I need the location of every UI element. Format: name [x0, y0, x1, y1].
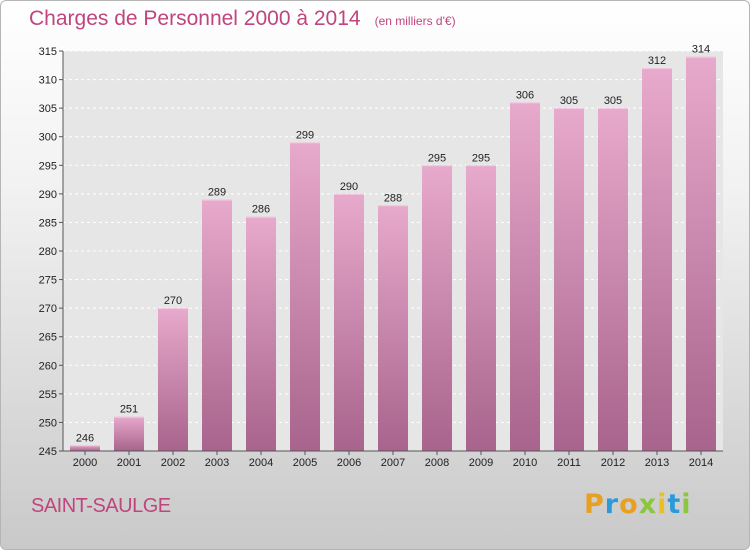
- x-tick-label: 2002: [161, 457, 185, 469]
- commune-name: SAINT-SAULGE: [31, 495, 171, 517]
- y-tick-label: 310: [39, 75, 57, 87]
- bar-value-label: 312: [648, 55, 666, 67]
- bar: [466, 165, 496, 452]
- x-tick-label: 2009: [469, 457, 493, 469]
- bar-value-label: 270: [164, 295, 182, 307]
- bar: [642, 68, 672, 452]
- logo-letter: i: [681, 489, 692, 520]
- bar-value-label: 295: [428, 152, 446, 164]
- bar-value-label: 314: [692, 44, 710, 56]
- x-tick-label: 2007: [381, 457, 405, 469]
- bar-value-label: 306: [516, 89, 534, 101]
- y-tick-label: 300: [39, 132, 57, 144]
- x-tick-label: 2012: [601, 457, 625, 469]
- x-tick-label: 2011: [557, 457, 581, 469]
- x-tick-label: 2010: [513, 457, 537, 469]
- logo-letter: i: [657, 489, 668, 520]
- y-tick-label: 260: [39, 360, 57, 372]
- bar: [158, 308, 188, 451]
- y-tick-label: 315: [39, 46, 57, 58]
- y-tick-label: 245: [39, 446, 57, 458]
- bar-value-label: 251: [120, 404, 138, 416]
- bar-value-label: 305: [604, 95, 622, 107]
- bar: [422, 165, 452, 452]
- logo-letter: P: [584, 489, 605, 520]
- bar-value-label: 286: [252, 204, 270, 216]
- y-tick-label: 290: [39, 189, 57, 201]
- bar-value-label: 305: [560, 95, 578, 107]
- y-tick-label: 295: [39, 160, 57, 172]
- bar-value-label: 289: [208, 187, 226, 199]
- chart-title-text: Charges de Personnel 2000 à 2014: [29, 7, 361, 30]
- bars: 246 251 270 289 286 299 290 288 295 295 306 305 305 3…: [70, 44, 716, 452]
- y-tick-label: 250: [39, 417, 57, 429]
- logo-letter: o: [619, 489, 639, 520]
- bar: [246, 216, 276, 451]
- bar: [378, 205, 408, 451]
- x-tick-label: 2004: [249, 457, 273, 469]
- chart-title: Charges de Personnel 2000 à 2014 (en mill…: [29, 7, 456, 31]
- bar: [554, 108, 584, 452]
- x-tick-label: 2006: [337, 457, 361, 469]
- bar: [686, 56, 716, 451]
- y-tick-label: 285: [39, 217, 57, 229]
- bar: [114, 416, 144, 451]
- proxiti-logo[interactable]: Proxiti: [584, 489, 692, 520]
- x-tick-label: 2005: [293, 457, 317, 469]
- bar-value-label: 246: [76, 432, 94, 444]
- y-tick-label: 270: [39, 303, 57, 315]
- x-tick-label: 2014: [689, 457, 713, 469]
- x-tick-label: 2008: [425, 457, 449, 469]
- logo-letter: t: [667, 489, 682, 520]
- logo-letter: x: [638, 489, 658, 520]
- y-tick-label: 275: [39, 275, 57, 287]
- bar: [334, 193, 364, 451]
- logo-letter: r: [604, 489, 620, 520]
- bar: [70, 445, 100, 451]
- bar: [510, 102, 540, 451]
- x-tick-label: 2001: [117, 457, 141, 469]
- axes: 245 250 255 260 265 270 275 280 285 290 295 300 305 3…: [39, 46, 723, 469]
- bar-value-label: 288: [384, 192, 402, 204]
- y-tick-label: 265: [39, 332, 57, 344]
- bar: [290, 142, 320, 451]
- y-tick-label: 305: [39, 103, 57, 115]
- bar-value-label: 299: [296, 129, 314, 141]
- x-tick-label: 2013: [645, 457, 669, 469]
- bar: [202, 199, 232, 451]
- chart-subtitle: (en milliers d'€): [374, 14, 456, 28]
- bar-value-label: 295: [472, 152, 490, 164]
- y-tick-label: 280: [39, 246, 57, 258]
- y-tick-label: 255: [39, 389, 57, 401]
- bar-value-label: 290: [340, 181, 358, 193]
- x-tick-label: 2000: [73, 457, 97, 469]
- x-tick-label: 2003: [205, 457, 229, 469]
- bar: [598, 108, 628, 452]
